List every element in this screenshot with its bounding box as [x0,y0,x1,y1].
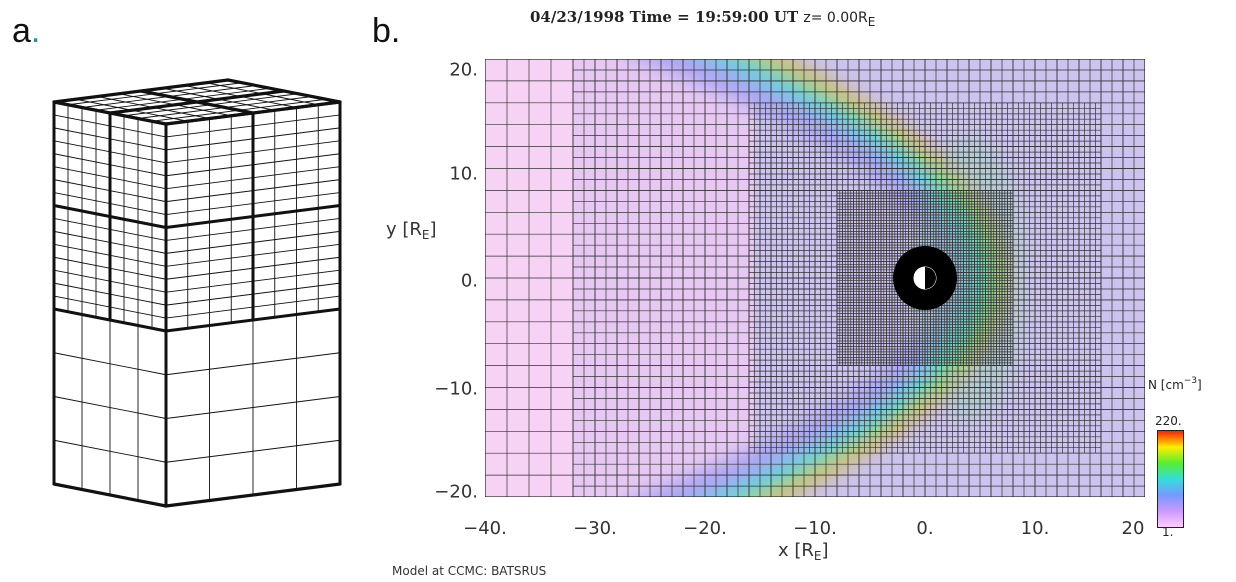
grid-line [53,153,167,177]
grid-line [53,179,167,203]
y-tick: −10. [434,378,478,400]
grid-line [108,89,286,115]
grid-line [53,269,167,293]
plot-title-main: 04/23/1998 Time = 19:59:00 UT [530,8,799,26]
grid-line [165,243,341,267]
grid-line [165,217,341,241]
colorbar-min-label: 1. [1162,525,1174,539]
grid-line [53,256,167,280]
grid-line [165,256,341,280]
grid-line [164,307,342,333]
y-tick: 20. [449,59,478,81]
panel-label-b: b. [372,12,401,50]
grid-line [165,127,341,151]
y-tick: 10. [449,163,478,185]
y-tick: −20. [434,481,478,503]
grid-line [184,85,297,108]
grid-line [81,85,257,108]
grid-line [165,230,341,254]
grid-line [95,87,271,111]
grid-line [53,243,167,267]
grid-line [165,192,341,216]
grid-line [165,269,341,293]
plot-title: 04/23/1998 Time = 19:59:00 UT z= 0.00RE [530,8,875,29]
grid-line [165,166,341,190]
plot-title-z: z= 0.00RE [803,10,876,29]
grid-line [165,153,341,177]
x-tick: −40. [463,518,507,539]
colorbar-max-label: 220. [1155,414,1182,428]
grid-line [52,482,168,508]
grid-line [53,439,167,463]
grid-line [165,439,341,463]
colorbar-title: N [cm−3] [1148,376,1202,392]
grid-line [52,307,168,333]
colorbar [1157,430,1184,528]
x-tick: −30. [573,518,617,539]
grid-line [53,230,167,254]
simulation-grid [485,59,1145,497]
y-axis-label: y [RE] [386,219,437,242]
earth-night-half [925,267,936,289]
grid-line [53,127,167,151]
grid-line [164,482,342,508]
grid-line [53,396,167,419]
grid-line [53,295,167,319]
model-credit: Model at CCMC: BATSRUS [392,564,547,578]
x-tick: 10. [1020,518,1050,539]
y-tick: 0. [460,270,478,292]
grid-line [165,140,341,164]
grid-line [53,352,167,376]
octree-block-diagram [52,78,342,508]
grid-line [165,282,341,306]
grid-line [165,396,341,419]
grid-line [53,217,167,241]
earth-symbol [893,246,957,310]
grid-line [52,204,168,229]
grid-line [164,100,342,126]
grid-line [165,352,341,376]
x-tick: −20. [683,518,727,539]
grid-line [53,114,167,138]
grid-line [53,192,167,216]
x-tick: −10. [793,518,837,539]
grid-line [165,295,341,319]
x-axis-label: x [RE] [778,540,829,563]
x-tick: 0. [916,518,934,539]
grid-line [162,87,276,111]
grid-line [53,166,167,190]
panel-label-a-dot: . [30,12,41,50]
grid-line [53,282,167,306]
grid-line [52,100,168,126]
grid-line [164,204,342,229]
grid-line [205,82,319,106]
grid-line [53,140,167,164]
x-tick: 20 [1121,518,1145,539]
panel-label-a: a. [12,12,41,50]
grid-line [67,82,243,106]
grid-line [226,78,342,104]
density-heatmap [485,59,1145,497]
grid-line [52,78,230,104]
grid-line [165,179,341,203]
grid-line [165,114,341,138]
